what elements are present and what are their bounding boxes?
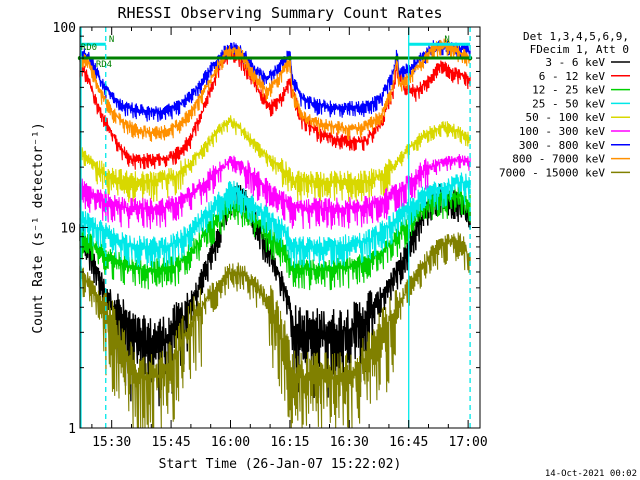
green-level-endpoint <box>394 55 400 61</box>
legend-label: 300 - 800 keV <box>519 139 605 152</box>
series-line-8 <box>79 232 471 429</box>
x-tick-label: 15:30 <box>92 435 131 450</box>
overlay-label-1: N <box>109 35 114 45</box>
y-tick-label: 10 <box>60 222 76 237</box>
legend-label: 800 - 7000 keV <box>512 153 605 166</box>
series-line-4 <box>79 115 471 203</box>
series-line-5 <box>79 154 471 230</box>
x-axis-label: Start Time (26-Jan-07 15:22:02) <box>159 457 402 472</box>
series-line-3 <box>79 172 471 269</box>
x-tick-label: 16:45 <box>389 435 428 450</box>
x-tick-label: 16:15 <box>270 435 309 450</box>
legend-label: 25 - 50 keV <box>532 97 605 110</box>
y-axis-label: Count Rate (s⁻¹ detector⁻¹) <box>31 122 46 333</box>
overlay-label-3: N <box>444 35 449 45</box>
y-tick-label: 100 <box>53 21 76 36</box>
legend-label: 50 - 100 keV <box>526 111 606 124</box>
y-tick-label: 1 <box>68 422 76 437</box>
legend-label: 12 - 25 keV <box>532 84 605 97</box>
x-tick-label: 16:00 <box>211 435 250 450</box>
x-tick-label: 16:30 <box>330 435 369 450</box>
series-line-6 <box>79 39 471 122</box>
timestamp: 14-Oct-2021 00:02 <box>545 469 637 479</box>
legend-label: 6 - 12 keV <box>539 70 606 83</box>
series-line-0 <box>79 182 471 407</box>
x-tick-label: 15:45 <box>152 435 191 450</box>
overlay-label-0: RD0 <box>81 43 97 53</box>
legend-label: 3 - 6 keV <box>545 56 605 69</box>
legend-header-line: FDecim 1, Att 0 <box>530 43 629 56</box>
green-level-endpoint <box>287 55 293 61</box>
chart-title: RHESSI Observing Summary Count Rates <box>117 4 442 22</box>
x-tick-label: 17:00 <box>449 435 488 450</box>
overlay-label-2: RD4 <box>96 60 112 70</box>
legend-label: 100 - 300 keV <box>519 125 605 138</box>
legend-label: 7000 - 15000 keV <box>499 166 605 179</box>
series-line-2 <box>79 184 471 291</box>
legend-header-line: Det 1,3,4,5,6,9, <box>523 30 629 43</box>
series-line-7 <box>79 38 471 142</box>
